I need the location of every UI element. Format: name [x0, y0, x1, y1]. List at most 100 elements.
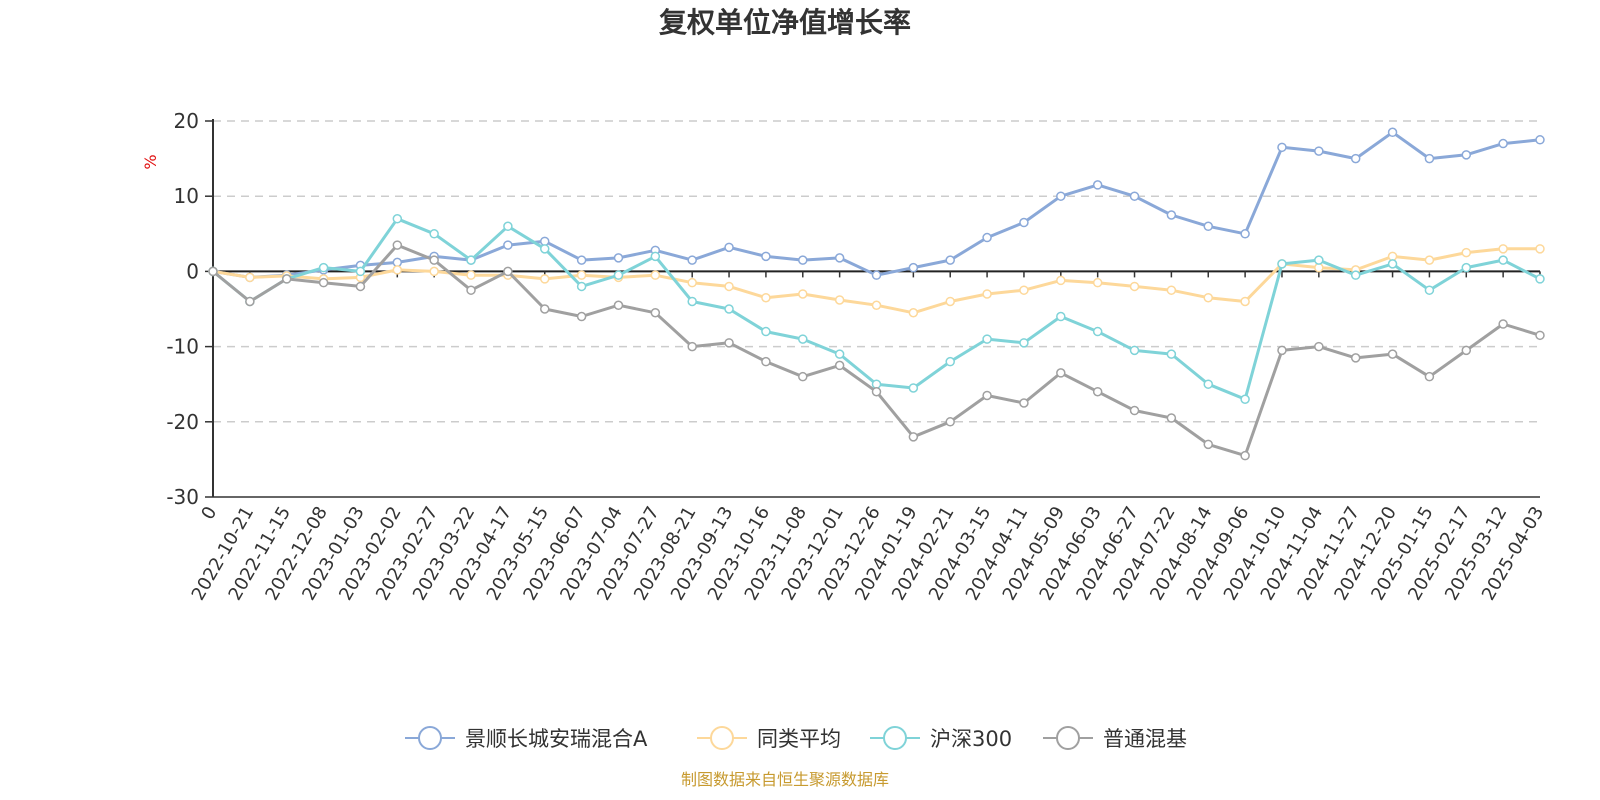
legend-item[interactable]: 普通混基: [1043, 726, 1187, 751]
data-point: [576, 255, 587, 265]
data-point: [650, 251, 661, 262]
data-point: [1166, 210, 1177, 220]
data-point: [798, 371, 808, 382]
data-point: [1092, 277, 1103, 288]
data-point: [1461, 247, 1472, 258]
legend-item[interactable]: 同类平均: [697, 726, 841, 751]
data-point: [1203, 439, 1213, 450]
data-point: [1387, 259, 1398, 269]
data-point: [687, 255, 697, 265]
data-point: [613, 253, 624, 263]
data-point: [1314, 146, 1324, 156]
data-point: [503, 240, 513, 250]
y-axis-ticks: 20 10 0 -10 -20 -30: [166, 109, 213, 509]
legend-item[interactable]: 景顺长城安瑞混合A: [405, 726, 648, 751]
data-point: [318, 262, 329, 273]
data-point: [540, 274, 550, 284]
data-point: [1240, 296, 1250, 307]
x-axis-ticks: 02022-10-212022-11-152022-12-082023-01-0…: [188, 271, 1548, 604]
data-point: [982, 390, 992, 401]
data-point: [1461, 150, 1472, 160]
data-point: [245, 296, 255, 307]
legend-label: 同类平均: [757, 727, 841, 751]
data-point: [429, 255, 439, 265]
legend-label: 景顺长城安瑞混合A: [465, 727, 648, 751]
data-point: [798, 289, 808, 299]
data-point: [687, 277, 697, 288]
legend: 景顺长城安瑞混合A 同类平均 沪深300 普通混基: [405, 726, 1187, 751]
data-point: [908, 383, 919, 393]
data-point: [945, 356, 955, 367]
y-tick-label: -20: [166, 410, 199, 434]
data-point: [1240, 229, 1250, 239]
data-point: [982, 232, 992, 243]
legend-swatch-marker: [1056, 726, 1080, 750]
data-point: [613, 300, 624, 310]
series-1: [208, 244, 1545, 318]
data-point: [1424, 153, 1435, 164]
data-point: [834, 295, 845, 305]
data-point: [1387, 349, 1398, 359]
data-point: [503, 221, 513, 232]
data-point: [1240, 450, 1250, 461]
data-point: [1056, 191, 1066, 201]
data-point: [1535, 135, 1545, 145]
data-point: [798, 255, 808, 265]
gridlines: [213, 120, 1540, 423]
data-point: [834, 360, 845, 371]
data-point: [1314, 255, 1324, 265]
source-note: 制图数据来自恒生聚源数据库: [681, 770, 889, 789]
data-point: [871, 386, 882, 397]
legend-swatch-marker: [883, 726, 907, 750]
data-point: [429, 266, 439, 277]
legend-item[interactable]: 沪深300: [870, 726, 1012, 751]
data-point: [1350, 353, 1361, 363]
data-point: [245, 272, 255, 283]
data-point: [1129, 281, 1140, 292]
y-tick-label: 10: [174, 184, 199, 208]
data-point: [576, 281, 587, 292]
data-point: [1498, 138, 1508, 149]
data-point: [1424, 371, 1435, 382]
y-tick-label: -30: [166, 485, 199, 509]
series-3: [208, 240, 1545, 461]
data-point: [1314, 341, 1324, 352]
data-point: [1350, 153, 1361, 164]
legend-label: 沪深300: [930, 727, 1012, 751]
data-point: [945, 417, 955, 427]
data-point: [1240, 394, 1250, 404]
data-point: [687, 296, 697, 307]
data-point: [1461, 345, 1472, 356]
data-point: [687, 341, 697, 352]
data-point: [392, 265, 403, 275]
data-point: [1166, 413, 1177, 423]
data-point: [1166, 349, 1177, 359]
data-point: [1461, 262, 1472, 273]
data-point: [761, 251, 771, 262]
data-point: [724, 338, 734, 348]
series-lines: [208, 127, 1545, 461]
data-point: [761, 326, 771, 337]
data-point: [871, 300, 882, 310]
data-point: [1056, 368, 1066, 378]
data-point: [1056, 311, 1066, 322]
data-point: [1056, 275, 1066, 286]
data-point: [650, 308, 661, 318]
data-point: [871, 270, 882, 280]
legend-label: 普通混基: [1103, 727, 1187, 751]
data-point: [466, 255, 476, 265]
data-point: [798, 334, 808, 344]
data-point: [1203, 292, 1213, 303]
data-point: [1498, 244, 1508, 254]
y-tick-label: 0: [186, 259, 199, 283]
data-point: [1277, 345, 1287, 356]
data-point: [1019, 338, 1029, 348]
data-point: [1092, 180, 1103, 190]
data-point: [208, 266, 218, 277]
data-point: [650, 270, 661, 280]
data-point: [761, 292, 771, 303]
data-point: [355, 281, 366, 292]
series-0: [208, 127, 1545, 283]
data-point: [982, 334, 992, 344]
